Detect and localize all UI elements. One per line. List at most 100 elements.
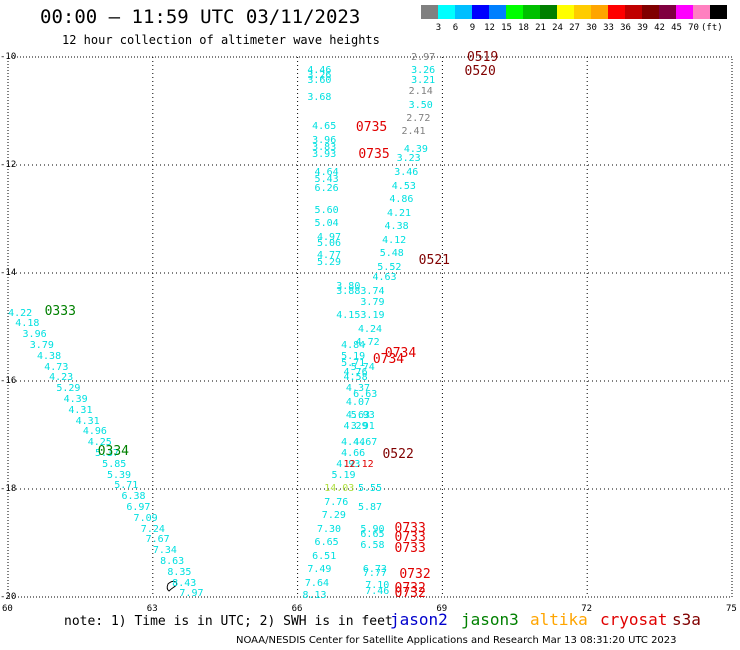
wave-height-value: 2.14	[408, 86, 433, 98]
satellite-legend-entry: s3a	[672, 610, 701, 629]
longitude-label: 75	[726, 604, 737, 614]
wave-height-value: 3.50	[408, 99, 433, 111]
wave-height-value: 4.24	[358, 323, 383, 335]
legend-label: 18	[518, 23, 529, 33]
wave-height-value: 7.34	[152, 545, 177, 557]
wave-height-value: 5.93	[350, 410, 375, 422]
wave-height-value: 3.91	[350, 420, 375, 432]
wave-height-value: 4.73	[44, 361, 69, 373]
wave-height-value: 5.85	[102, 458, 127, 470]
longitude-label: 63	[146, 604, 158, 614]
longitude-label: 60	[2, 604, 13, 614]
wave-height-value: 4.53	[391, 180, 416, 192]
wave-height-value: 4.72	[355, 337, 380, 349]
wave-height-value: 7.97	[179, 588, 204, 600]
wave-height-value: 3.23	[396, 152, 421, 164]
wave-height-value: 4.31	[68, 404, 93, 416]
wave-height-value: 2.41	[401, 125, 426, 137]
latitude-label: -18	[0, 484, 17, 494]
wave-height-value: 4.25	[87, 437, 112, 449]
pass-time-label: 0735	[358, 147, 390, 163]
wave-height-value: 7.10	[365, 580, 390, 592]
wave-height-value: 6.26	[314, 183, 339, 195]
wave-height-value: 7.46	[365, 585, 390, 597]
legend-swatch	[455, 5, 472, 19]
satellite-legend-entry: altika	[530, 610, 588, 629]
wave-height-value: 3.60	[307, 75, 332, 87]
wave-height-value: 4.86	[389, 194, 414, 206]
wave-height-value: 5.48	[379, 248, 404, 260]
wave-height-value: 14.03	[324, 483, 355, 494]
wave-height-value: 5.29	[316, 257, 342, 269]
legend-label: 45	[671, 23, 682, 33]
map-frame	[7, 56, 733, 598]
wave-height-value: 5.74	[350, 361, 375, 373]
wave-height-value: 4.65	[312, 121, 337, 133]
legend-label: 39	[637, 23, 648, 33]
wave-height-value: 5.87	[358, 501, 383, 513]
longitude-label: 72	[581, 604, 593, 614]
wave-height-value: 4.15	[336, 310, 361, 322]
pass-time-label: 0735	[355, 120, 388, 136]
wave-height-value: 7.09	[133, 512, 158, 524]
legend-label: 6	[452, 23, 459, 33]
wave-height-value: 3.79	[29, 339, 54, 351]
credit-footer: NOAA/NESDIS Center for Satellite Applica…	[236, 635, 677, 646]
legend-swatch	[710, 5, 727, 19]
wave-height-value: 5.06	[316, 238, 342, 250]
wave-height-value: 3.79	[360, 296, 385, 308]
wave-height-value: 7.30	[316, 523, 342, 535]
legend-swatch	[676, 5, 693, 19]
legend-swatch	[693, 5, 710, 19]
legend-swatch	[574, 5, 591, 19]
wave-height-value: 4.38	[384, 221, 409, 233]
legend-label: 27	[569, 23, 580, 33]
legend-swatch	[489, 5, 506, 19]
wave-height-value: 6.73	[362, 564, 387, 575]
wave-height-value: 4.37	[345, 383, 371, 395]
wave-height-value: 7.49	[307, 564, 332, 575]
wave-height-value: 4.84	[341, 339, 366, 351]
legend-label: 42	[654, 23, 665, 33]
wave-height-value: 5.37	[94, 447, 120, 459]
legend-label: 30	[586, 23, 597, 33]
pass-time-label: 0521	[418, 252, 450, 268]
map-subtitle: 12 hour collection of altimeter wave hei…	[62, 33, 380, 47]
wave-height-value: 3.26	[307, 69, 332, 81]
wave-height-value: 3.88	[336, 285, 361, 297]
wave-height-value: 6.38	[121, 491, 146, 503]
longitude-label: 66	[291, 604, 303, 614]
wave-height-value: 2.72	[406, 113, 431, 125]
wave-height-value: 6.51	[312, 550, 337, 562]
legend-swatch	[659, 5, 676, 19]
wave-height-value: 4.93	[336, 458, 361, 470]
legend-swatch	[472, 5, 489, 19]
longitude-label: 69	[436, 604, 448, 614]
legend-label: 70	[688, 23, 699, 33]
pass-time-label: 0733	[394, 541, 426, 557]
wave-height-value: 5.60	[314, 204, 339, 216]
footnote: note: 1) Time is in UTC; 2) SWH is in fe…	[64, 614, 393, 629]
wave-height-value: 4.18	[15, 318, 40, 330]
wave-height-value: 4.67	[353, 437, 378, 449]
wave-height-value: 3.21	[411, 75, 436, 87]
wave-height-value: 3.93	[312, 149, 337, 161]
satellite-legend-entry: jason2	[390, 610, 448, 629]
wave-height-value: 4.07	[345, 396, 371, 408]
legend-label: 36	[620, 23, 631, 33]
wave-height-value: 8.35	[167, 566, 192, 578]
wave-height-value: 4.22	[8, 307, 33, 319]
legend-swatch	[642, 5, 659, 19]
wave-height-value: 3.96	[312, 134, 337, 146]
wave-height-value: 2.97	[411, 52, 436, 64]
legend-label: 21	[535, 23, 546, 33]
legend-swatch	[557, 5, 574, 19]
wave-height-value: 7.64	[304, 577, 329, 589]
wave-height-value: 5.55	[358, 483, 383, 494]
latitude-label: -14	[0, 268, 17, 278]
legend-unit: (ft)	[701, 23, 723, 33]
wave-height-value: 6.63	[353, 388, 378, 400]
wave-height-value: 4.29	[343, 420, 368, 432]
wave-height-value: 8.43	[172, 577, 197, 589]
